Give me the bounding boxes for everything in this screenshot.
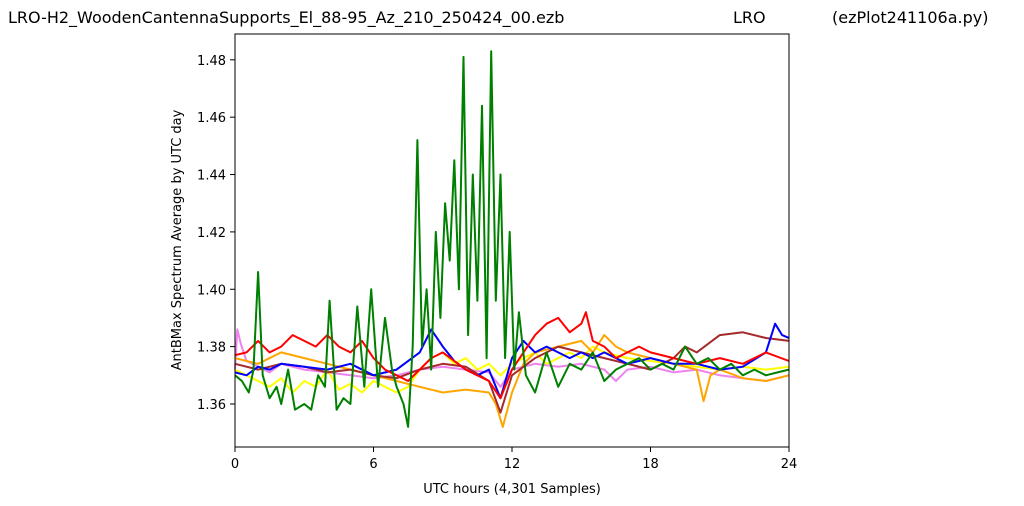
y-tick-label: 1.38 xyxy=(197,341,226,356)
chart-title-script: (ezPlot241106a.py) xyxy=(832,8,988,27)
y-tick-label: 1.40 xyxy=(197,283,226,298)
series-line-6 xyxy=(234,50,790,428)
chart-title-filename: LRO-H2_WoodenCantennaSupports_El_88-95_A… xyxy=(8,8,564,28)
x-tick-label: 18 xyxy=(642,457,659,472)
series-line-5 xyxy=(234,311,790,400)
x-tick-label: 24 xyxy=(781,457,798,472)
series-line-0 xyxy=(234,328,790,388)
x-tick-label: 0 xyxy=(231,457,239,472)
y-tick-label: 1.42 xyxy=(197,226,226,241)
series-line-2 xyxy=(234,334,790,428)
x-axis-label: UTC hours (4,301 Samples) xyxy=(423,482,601,497)
y-axis-label: AntBMax Spectrum Average by UTC day xyxy=(170,109,185,370)
y-tick-label: 1.44 xyxy=(197,169,226,184)
y-tick-label: 1.36 xyxy=(197,398,226,413)
y-tick-label: 1.46 xyxy=(197,111,226,126)
y-axis: 1.36 1.38 1.40 1.42 1.44 1.46 1.48 xyxy=(197,54,235,413)
chart-title-station: LRO xyxy=(733,8,766,27)
x-tick-label: 12 xyxy=(504,457,521,472)
series-layer xyxy=(234,50,790,428)
y-tick-label: 1.48 xyxy=(197,54,226,69)
x-axis: 0 6 12 18 24 xyxy=(231,447,797,472)
x-tick-label: 6 xyxy=(369,457,377,472)
